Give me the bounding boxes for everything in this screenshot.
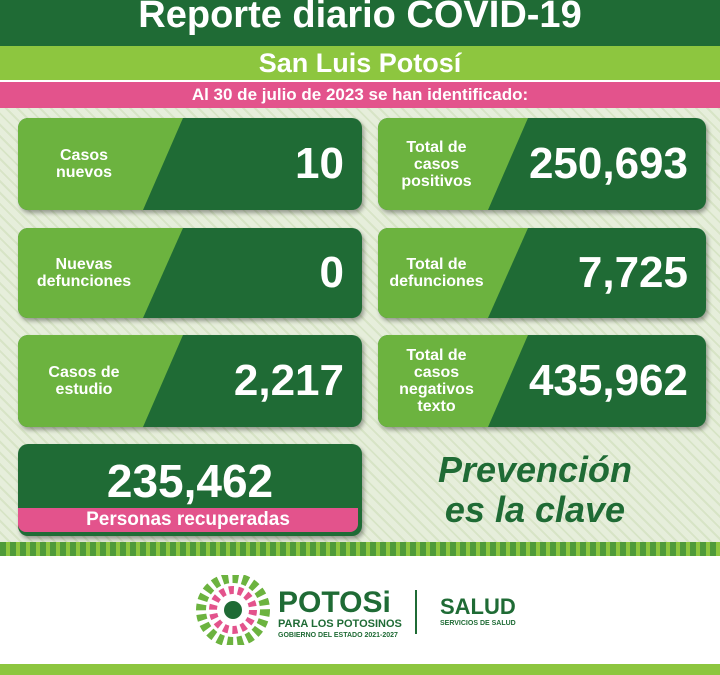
card-label: Total de casos positivos (384, 118, 489, 210)
card-value: 435,962 (528, 356, 688, 405)
card-label-line: casos (413, 364, 460, 381)
card-value: 10 (295, 139, 344, 188)
agency-subtitle: SERVICIOS DE SALUD (440, 620, 516, 627)
logo-government: GOBIERNO DEL ESTADO 2021-2027 (278, 632, 398, 639)
card-label-line: casos (413, 155, 460, 173)
logo-name: POTOSi (278, 586, 391, 619)
slogan: Prevención es la clave (395, 450, 675, 530)
card-label-line: estudio (55, 381, 113, 398)
card-label-line: nuevos (55, 164, 112, 181)
logo-emblem (196, 575, 270, 645)
date-line: Al 30 de julio de 2023 se han identifica… (0, 82, 720, 108)
card-label: Casos nuevos (24, 118, 144, 210)
card-label-line: Total de (406, 138, 467, 156)
slogan-line: es la clave (444, 489, 626, 530)
card-label-line: positivos (401, 172, 472, 190)
card-label-line: Casos de (48, 364, 120, 381)
slogan-line: Prevención (437, 449, 633, 490)
card-label-line: Casos (59, 147, 109, 164)
stat-card: Total de defunciones 7,725 (378, 228, 706, 318)
recovered-card: 235,462 Personas recuperadas (18, 444, 362, 536)
agency-name: SALUD (440, 594, 516, 619)
card-label-line: defunciones (36, 273, 132, 290)
stat-card: Nuevas defunciones 0 (18, 228, 362, 318)
stat-card: Total de casos positivos 250,693 (378, 118, 706, 210)
card-value: 0 (319, 248, 344, 297)
stat-card: Casos de estudio 2,217 (18, 335, 362, 427)
card-label-line: Nuevas (55, 256, 113, 273)
card-label: Total de casos negativos texto (384, 335, 489, 427)
card-value: 7,725 (577, 248, 688, 297)
card-label-line: Total de (406, 256, 467, 273)
card-label: Total de defunciones (384, 228, 489, 318)
decorative-stripe (0, 542, 720, 556)
logo-tagline: PARA LOS POTOSINOS (278, 618, 402, 630)
card-value: 2,217 (233, 356, 344, 405)
card-label: Casos de estudio (24, 335, 144, 427)
card-label-line: Total de (406, 347, 467, 364)
footer-band (0, 664, 720, 675)
card-label-line: texto (417, 398, 456, 415)
stat-card: Total de casos negativos texto 435,962 (378, 335, 706, 427)
subtitle: San Luis Potosí (0, 46, 720, 80)
recovered-value: 235,462 (106, 455, 274, 507)
card-label-line: defunciones (389, 273, 484, 290)
card-value: 250,693 (528, 139, 688, 188)
card-label: Nuevas defunciones (24, 228, 144, 318)
title: Reporte diario COVID-19 (0, 0, 720, 46)
card-label-line: negativos (399, 381, 474, 398)
recovered-label: Personas recuperadas (18, 508, 358, 532)
stat-card: Casos nuevos 10 (18, 118, 362, 210)
logo-divider (415, 590, 417, 634)
